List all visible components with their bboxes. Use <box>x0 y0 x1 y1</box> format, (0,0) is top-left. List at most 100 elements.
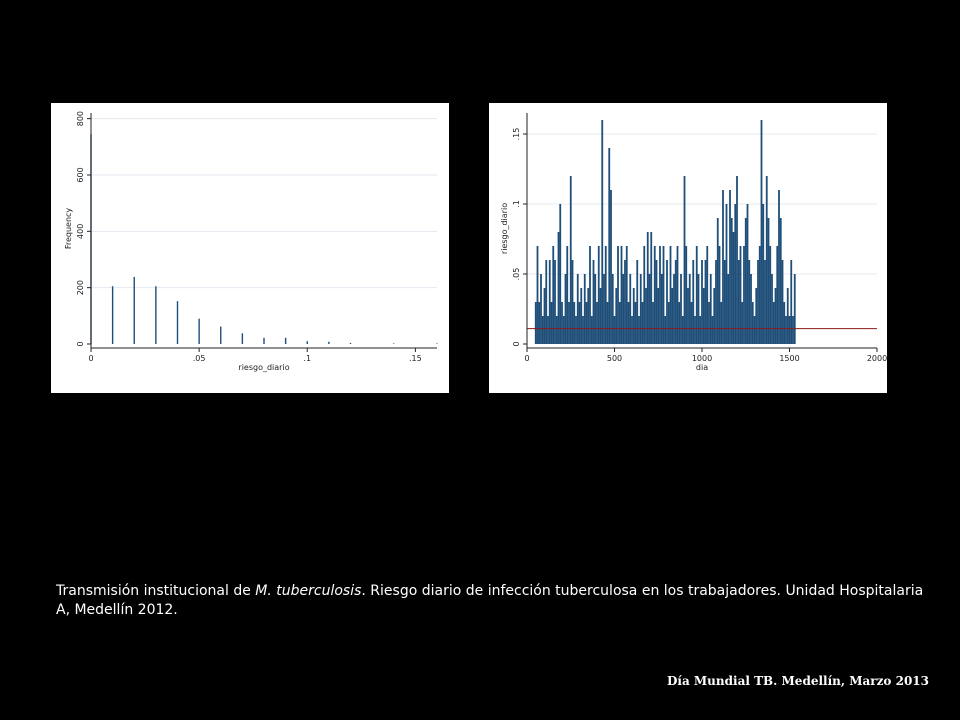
bar <box>687 288 689 344</box>
bar <box>699 316 702 344</box>
bar <box>739 246 742 344</box>
bar <box>559 204 562 344</box>
bar <box>690 302 693 344</box>
bar <box>695 246 698 344</box>
y-tick-label: 0 <box>512 341 521 346</box>
bar <box>772 302 775 344</box>
bar <box>557 232 560 344</box>
bar <box>622 274 625 344</box>
bar <box>306 341 308 344</box>
bar <box>349 342 352 344</box>
x-tick-label: 0 <box>524 354 529 363</box>
bar <box>176 301 179 344</box>
bar <box>662 246 665 344</box>
plot-area <box>91 113 437 344</box>
bar <box>734 204 737 344</box>
bar <box>774 288 777 344</box>
bar <box>632 288 635 344</box>
bar <box>284 337 287 344</box>
bar <box>718 246 721 344</box>
y-tick-label: .15 <box>512 128 521 141</box>
bar <box>587 288 590 344</box>
bar <box>645 288 647 344</box>
bar <box>788 316 791 344</box>
bar <box>263 337 265 344</box>
bar <box>133 276 135 344</box>
bar <box>393 343 395 344</box>
bar <box>771 274 773 344</box>
bar <box>601 120 604 344</box>
bar <box>538 302 541 344</box>
bar <box>757 260 759 344</box>
bar <box>566 246 569 344</box>
bar <box>667 302 670 344</box>
histogram-panel: 0 .05 .1 .15 0 200 400 600 800 riesgo_diario Frequ… <box>51 103 449 393</box>
x-tick-label: 0 <box>88 354 93 363</box>
bar <box>652 302 654 344</box>
bar <box>737 260 740 344</box>
bar <box>753 316 756 344</box>
bar <box>723 260 726 344</box>
bar <box>779 218 782 344</box>
bar <box>725 204 728 344</box>
bar <box>639 274 642 344</box>
bar <box>562 316 565 344</box>
bar <box>701 260 703 344</box>
bar <box>617 246 619 344</box>
bar <box>751 302 754 344</box>
bar <box>590 316 593 344</box>
bar <box>655 260 658 344</box>
bar <box>599 288 602 344</box>
bar <box>692 260 695 344</box>
bar <box>589 246 591 344</box>
bar <box>638 316 640 344</box>
bar <box>711 316 714 344</box>
bar <box>594 274 597 344</box>
bar <box>748 260 751 344</box>
bar <box>720 302 723 344</box>
bar <box>708 302 710 344</box>
y-tick-label: 200 <box>76 280 85 295</box>
y-tick-label: 800 <box>76 111 85 126</box>
bar <box>592 260 595 344</box>
bar <box>569 176 572 344</box>
bar <box>608 148 611 344</box>
caption-part2: . Riesgo diario de infección tuberculosa… <box>56 583 924 618</box>
bar <box>624 260 626 344</box>
bar <box>746 204 749 344</box>
bar <box>548 260 551 344</box>
bar <box>671 288 674 344</box>
bar <box>641 302 644 344</box>
bar <box>111 286 114 344</box>
bar <box>769 246 772 344</box>
y-tick-label: .1 <box>512 200 521 208</box>
y-tick-label: .05 <box>512 268 521 281</box>
bar <box>767 218 770 344</box>
bar <box>765 176 768 344</box>
bar <box>673 274 675 344</box>
x-tick-label: 500 <box>607 354 622 363</box>
bar <box>571 260 574 344</box>
bar <box>669 246 672 344</box>
bar <box>545 260 548 344</box>
bar <box>241 333 244 344</box>
bar <box>727 274 730 344</box>
bar <box>716 218 719 344</box>
y-tick-label: 0 <box>76 341 85 346</box>
bar <box>583 274 586 344</box>
caption-part1: Transmisión institucional de <box>56 583 256 599</box>
bar <box>573 302 576 344</box>
bar <box>613 316 616 344</box>
x-tick-label: 1500 <box>779 354 799 363</box>
bar <box>715 260 717 344</box>
bar <box>664 316 667 344</box>
x-tick-label: .1 <box>303 354 311 363</box>
bar <box>436 343 438 344</box>
bar <box>648 274 651 344</box>
bar <box>783 302 786 344</box>
x-tick-label: .05 <box>193 354 206 363</box>
bar <box>709 274 712 344</box>
bar <box>713 288 716 344</box>
bar <box>697 274 700 344</box>
y-tick-label: 400 <box>76 224 85 239</box>
